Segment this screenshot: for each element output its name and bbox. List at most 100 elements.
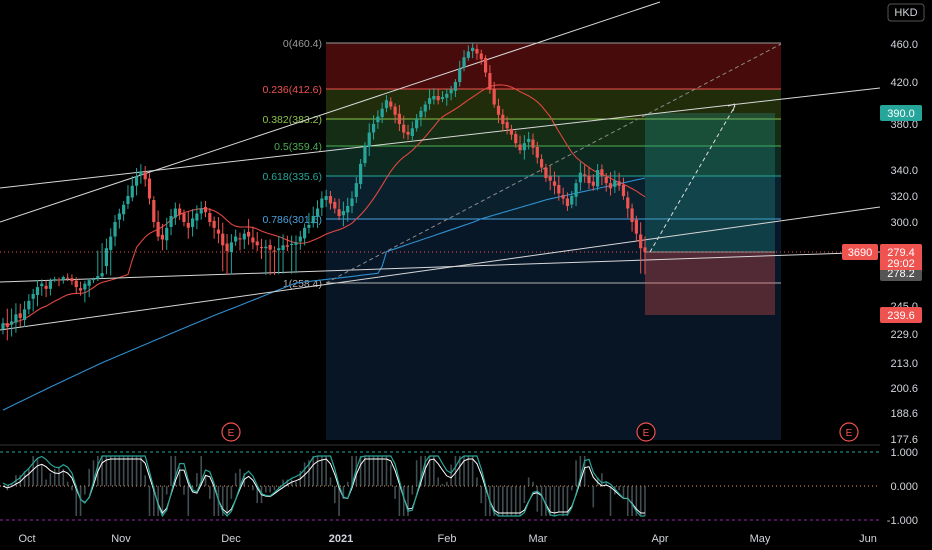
- price-tick-label: 300.0: [890, 217, 918, 229]
- time-tick-label: Dec: [221, 533, 241, 545]
- candle-body: [100, 273, 104, 277]
- fib-zone-extension: [326, 283, 781, 440]
- fib-zone-5: [326, 219, 781, 283]
- candle-body: [630, 208, 634, 222]
- candle-body: [324, 196, 328, 200]
- trendline-lower[interactable]: [0, 206, 881, 331]
- candle-body: [10, 321, 14, 325]
- currency-label: HKD: [894, 7, 917, 19]
- candle-body: [113, 222, 117, 237]
- candle-body: [315, 208, 320, 217]
- candle-body: [384, 100, 389, 109]
- candle-body: [221, 233, 225, 246]
- currency-badge[interactable]: [887, 3, 925, 22]
- earnings-marker-icon[interactable]: [839, 422, 859, 442]
- candle-body: [208, 213, 212, 222]
- candle-body: [531, 139, 535, 148]
- candle-body: [432, 96, 436, 100]
- candle-body: [337, 209, 341, 216]
- candle-body: [402, 124, 406, 133]
- candle-body: [307, 224, 311, 228]
- candle-body: [216, 229, 221, 234]
- candle-body: [277, 248, 281, 251]
- candle-body: [165, 227, 169, 241]
- candle-body: [246, 231, 251, 237]
- candle-body: [479, 53, 483, 60]
- candle-body: [303, 227, 307, 239]
- trendline-top-channel[interactable]: [0, 1, 661, 223]
- candle-body: [600, 169, 604, 176]
- candle-body: [1, 323, 5, 329]
- time-axis[interactable]: Oct Nov Dec 2021 Feb Mar Apr May Jun: [18, 533, 876, 545]
- candle-body: [27, 300, 31, 310]
- time-tick-label: Jun: [859, 533, 877, 545]
- candle-body: [341, 211, 345, 216]
- symbol-tag[interactable]: [842, 244, 878, 260]
- candle-body: [449, 89, 453, 94]
- fibonacci-retracement[interactable]: 0(460.4) 0.236(412.6) 0.382(383.2) 0.5(359.…: [262, 38, 781, 440]
- long-position-tool[interactable]: [645, 103, 775, 315]
- candle-body: [294, 242, 298, 245]
- candle-body: [53, 279, 57, 281]
- candle-body: [74, 280, 78, 288]
- candle-body: [199, 208, 203, 214]
- time-tick-label: Feb: [438, 533, 457, 545]
- candle-body: [436, 96, 440, 101]
- candle-body: [31, 293, 35, 299]
- candle-body: [557, 184, 561, 194]
- symbol-tag-label: 3690: [848, 247, 872, 259]
- candle-body: [552, 181, 557, 186]
- trendline-support[interactable]: [0, 251, 881, 283]
- candle-body: [234, 236, 238, 242]
- trendlines[interactable]: [0, 1, 881, 331]
- candle-body: [285, 245, 289, 247]
- moving-average-long: [2, 177, 646, 411]
- position-loss-zone[interactable]: [645, 252, 775, 315]
- osc-main-line: [2, 455, 645, 518]
- candle-body: [212, 220, 216, 228]
- candle-body: [496, 105, 501, 115]
- time-tick-label: Mar: [529, 533, 548, 545]
- time-tick-label: 2021: [329, 533, 353, 545]
- trendline-upper[interactable]: [0, 87, 881, 189]
- candle-body: [608, 183, 613, 189]
- candle-body: [66, 277, 70, 279]
- candle-body: [548, 176, 552, 181]
- candle-body: [40, 283, 44, 287]
- candle-body: [203, 207, 208, 213]
- candle-body: [634, 219, 638, 234]
- fib-label-0: 0(460.4): [283, 38, 322, 50]
- candle-body: [139, 171, 143, 176]
- candle-body: [376, 116, 380, 123]
- candle-body: [320, 198, 324, 208]
- price-tick-label: 213.0: [890, 358, 918, 370]
- candle-body: [604, 177, 608, 184]
- candle-body: [156, 222, 160, 237]
- earnings-marker-icon[interactable]: [221, 422, 241, 442]
- candle-body: [311, 216, 315, 224]
- candle-body: [440, 97, 445, 99]
- candle-body: [255, 241, 259, 246]
- candle-body: [578, 172, 582, 183]
- candle-body: [591, 181, 595, 186]
- candle-body: [466, 51, 470, 58]
- candle-body: [160, 234, 165, 240]
- candle-body: [639, 234, 643, 249]
- candle-body: [410, 128, 414, 136]
- candle-body: [186, 222, 190, 228]
- position-profit-zone[interactable]: [645, 113, 775, 252]
- candle-body: [272, 250, 277, 252]
- candle-body: [406, 131, 410, 135]
- earnings-marker-icon[interactable]: [636, 422, 656, 442]
- candle-body: [104, 248, 109, 266]
- candle-body: [514, 134, 518, 144]
- price-tick-label: 229.0: [890, 329, 918, 341]
- time-tick-label: May: [750, 533, 771, 545]
- candle-body: [626, 197, 630, 209]
- countdown-badge: [880, 257, 922, 270]
- fib-label-1: 0.236(412.6): [262, 84, 322, 96]
- price-tick-label: 320.0: [890, 191, 918, 203]
- candle-body: [195, 213, 199, 221]
